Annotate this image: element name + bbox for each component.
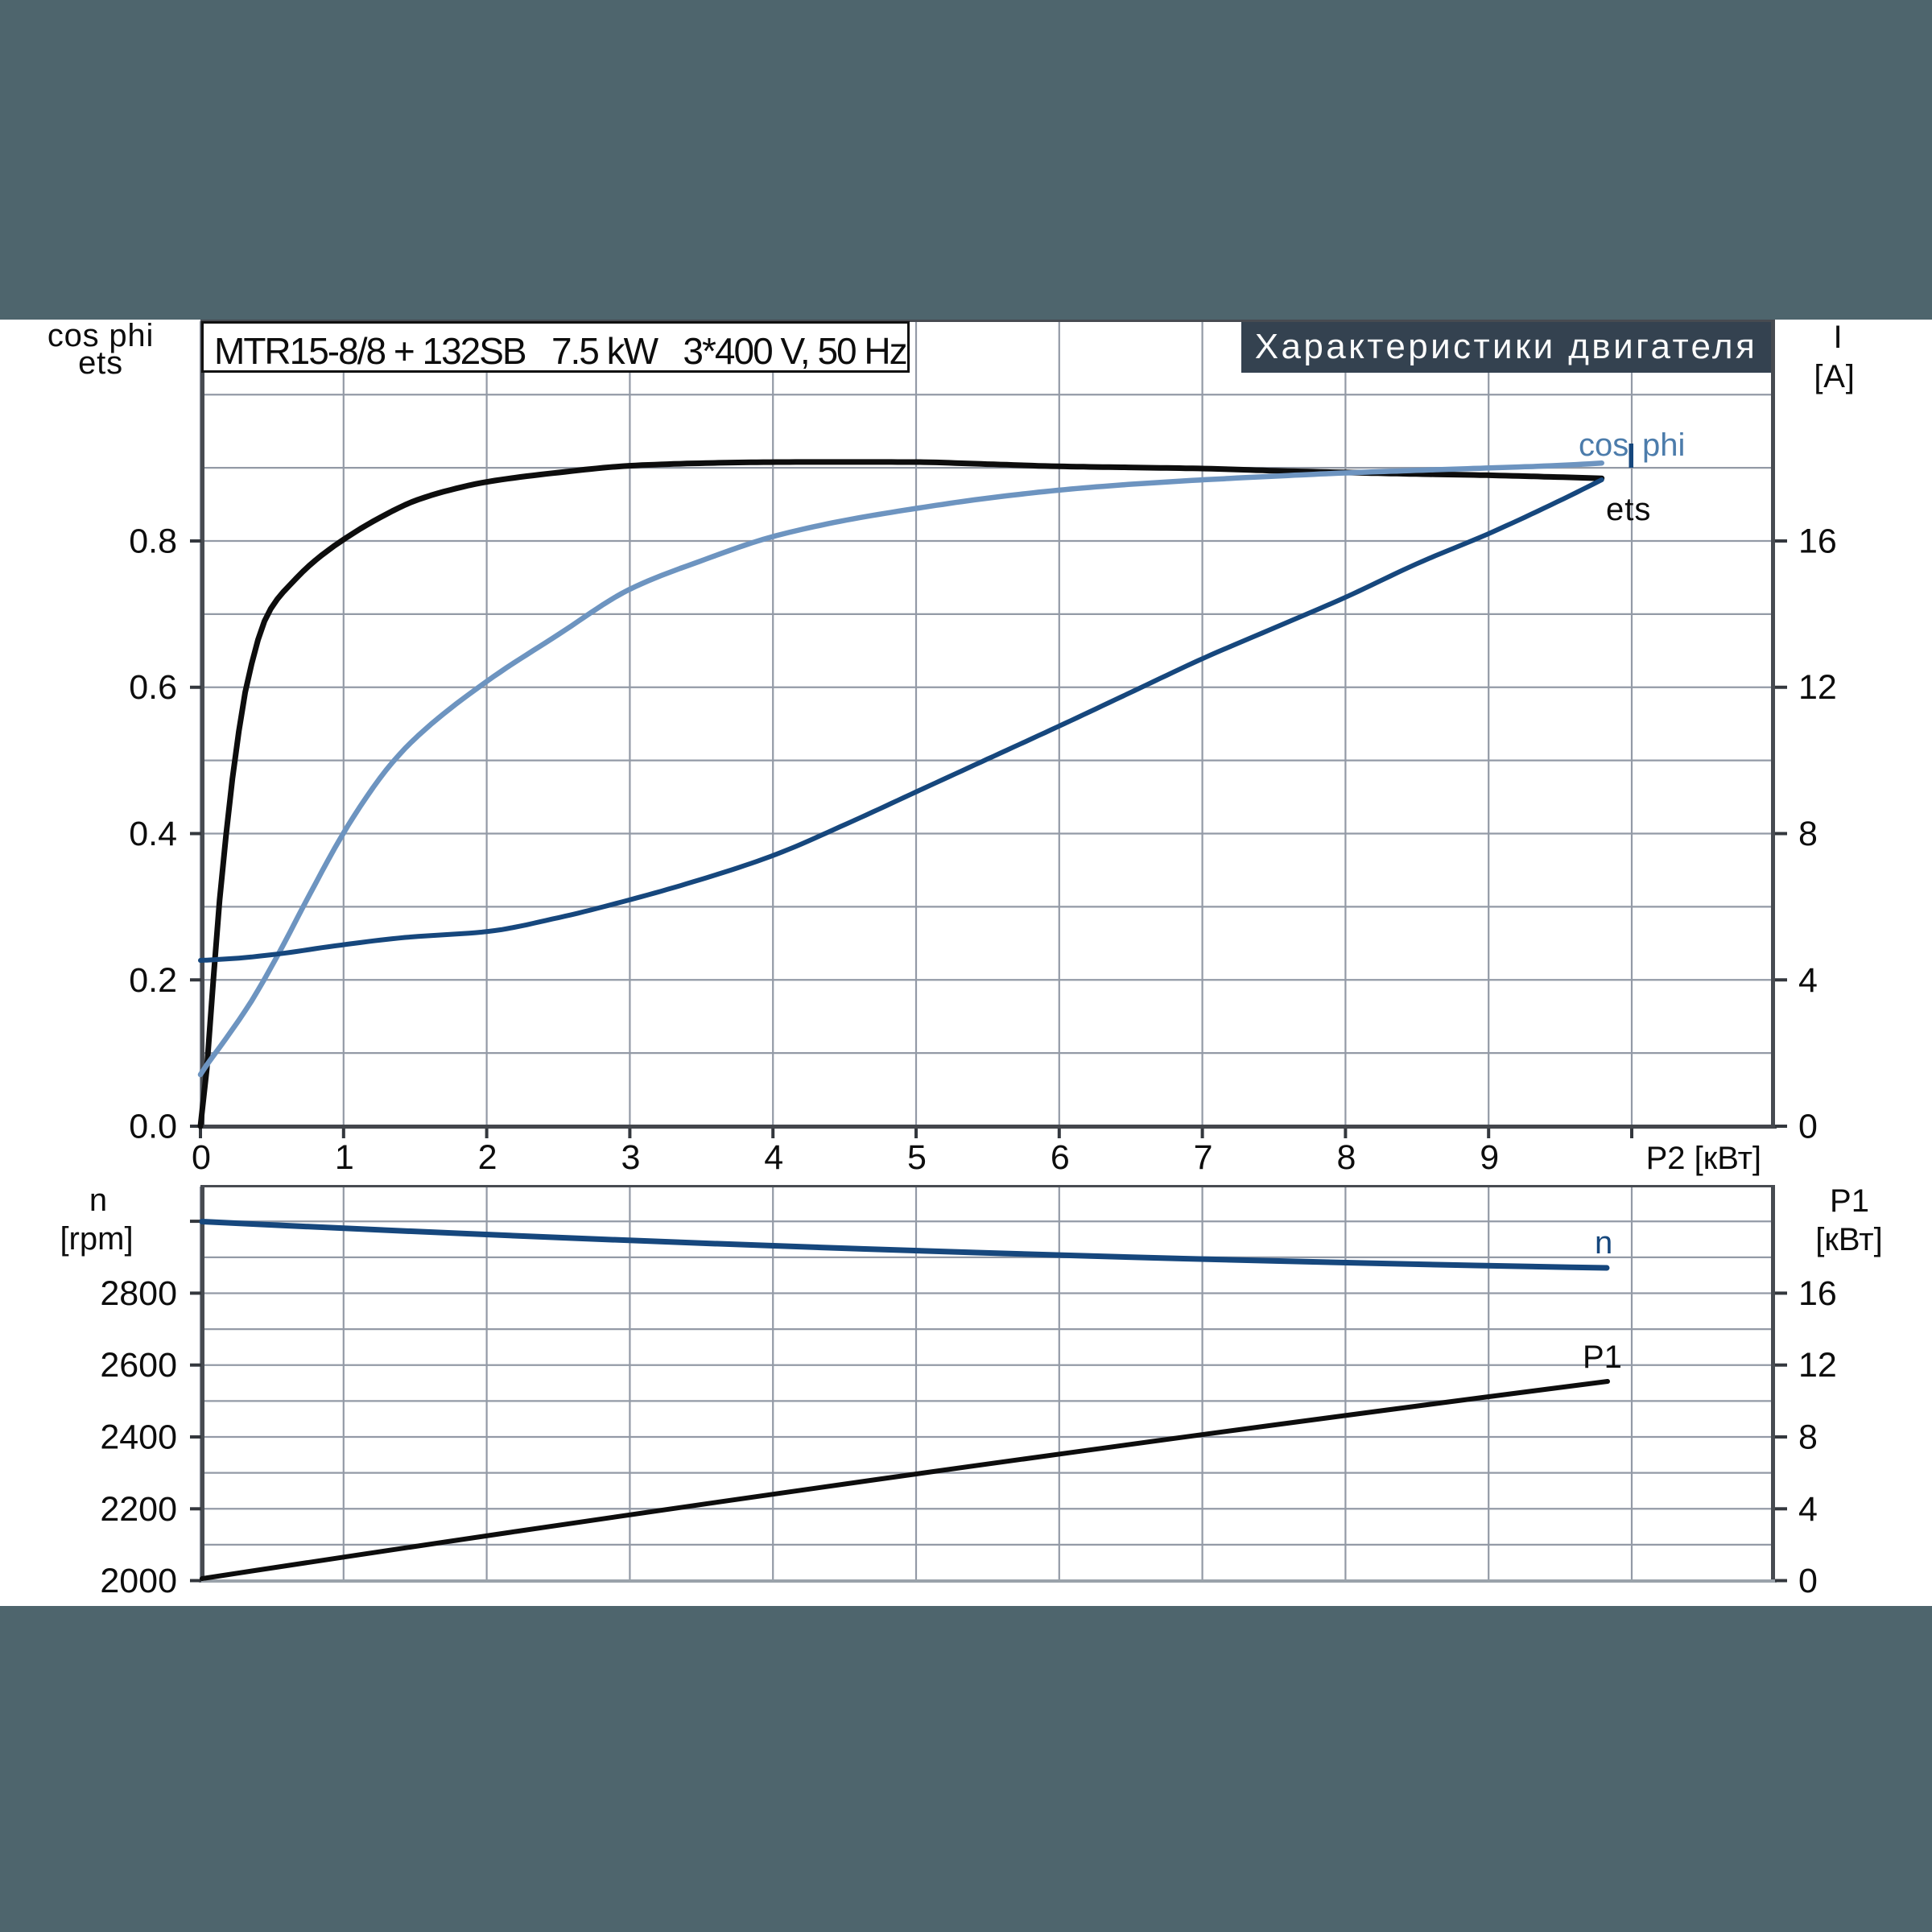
- svg-text:1: 1: [335, 1138, 354, 1177]
- svg-text:n: n: [1595, 1225, 1612, 1261]
- svg-text:[кВт]: [кВт]: [1815, 1222, 1882, 1257]
- svg-text:ets: ets: [1606, 492, 1651, 527]
- svg-text:4: 4: [1798, 1490, 1818, 1529]
- svg-text:0.0: 0.0: [129, 1108, 177, 1146]
- svg-text:P1: P1: [1830, 1183, 1869, 1219]
- svg-text:0.2: 0.2: [129, 961, 177, 1000]
- svg-text:2600: 2600: [100, 1346, 177, 1385]
- svg-text:12: 12: [1798, 668, 1837, 707]
- svg-text:3: 3: [621, 1138, 640, 1177]
- svg-text:P2 [кВт]: P2 [кВт]: [1646, 1141, 1761, 1176]
- svg-text:Характеристики двигателя: Характеристики двигателя: [1255, 327, 1757, 366]
- svg-text:8: 8: [1798, 815, 1818, 853]
- svg-text:0.6: 0.6: [129, 668, 177, 707]
- svg-text:2800: 2800: [100, 1274, 177, 1313]
- svg-text:[rpm]: [rpm]: [60, 1221, 133, 1257]
- svg-text:5: 5: [907, 1138, 927, 1177]
- svg-text:7: 7: [1194, 1138, 1213, 1177]
- svg-text:2000: 2000: [100, 1562, 177, 1600]
- svg-text:P1: P1: [1583, 1340, 1622, 1375]
- svg-text:ets: ets: [78, 345, 123, 381]
- svg-text:12: 12: [1798, 1346, 1837, 1385]
- svg-text:0.4: 0.4: [129, 815, 177, 853]
- svg-text:8: 8: [1798, 1418, 1818, 1457]
- svg-text:4: 4: [1798, 961, 1818, 1000]
- svg-text:16: 16: [1798, 522, 1837, 561]
- svg-text:0: 0: [192, 1138, 211, 1177]
- svg-text:I: I: [1834, 320, 1843, 355]
- svg-text:MTR15-8/8 + 132SB 7.5 kW 3: MTR15-8/8 + 132SB 7.5 kW 3*400 V, 50 Hz: [214, 330, 906, 372]
- svg-text:[A]: [A]: [1814, 359, 1855, 394]
- svg-text:2400: 2400: [100, 1418, 177, 1457]
- svg-text:n: n: [89, 1183, 107, 1218]
- svg-text:9: 9: [1480, 1138, 1499, 1177]
- svg-text:2200: 2200: [100, 1490, 177, 1529]
- svg-text:0: 0: [1798, 1562, 1818, 1600]
- svg-text:4: 4: [764, 1138, 783, 1177]
- svg-text:cos: cos: [1579, 427, 1629, 463]
- svg-text:cos phi: cos phi: [47, 318, 154, 353]
- svg-text:phi: phi: [1642, 427, 1685, 463]
- svg-text:6: 6: [1051, 1138, 1070, 1177]
- svg-text:0: 0: [1798, 1108, 1818, 1146]
- svg-text:2: 2: [478, 1138, 497, 1177]
- svg-text:0.8: 0.8: [129, 522, 177, 561]
- svg-text:16: 16: [1798, 1274, 1837, 1313]
- svg-text:8: 8: [1336, 1138, 1356, 1177]
